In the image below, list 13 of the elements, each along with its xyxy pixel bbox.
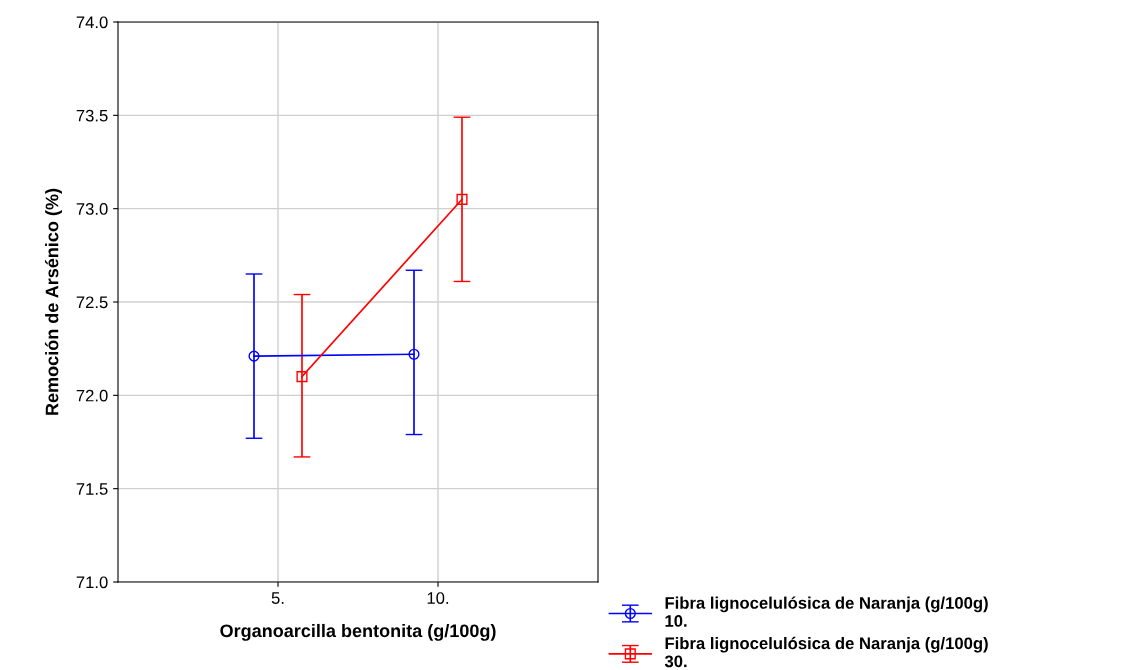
x-tick-label: 5. <box>271 592 284 604</box>
legend-label: Fibra lignocelulósica de Naranja (g/100g) 10. <box>665 596 988 627</box>
y-tick-label: 74.0 <box>76 16 108 29</box>
x-axis-title: Organoarcilla bentonita (g/100g) <box>220 623 496 641</box>
y-axis-title: Remoción de Arsénico (%) <box>44 188 62 415</box>
y-tick-label: 73.0 <box>76 203 108 215</box>
y-tick-label: 72.0 <box>76 389 108 402</box>
y-tick-label: 72.5 <box>76 296 108 309</box>
legend-label: Fibra lignocelulósica de Naranja (g/100g) 30. <box>664 636 988 668</box>
y-tick-label: 71.0 <box>76 576 108 589</box>
x-tick-label: 10. <box>427 592 449 604</box>
y-tick-label: 71.5 <box>76 483 108 495</box>
y-tick-label: 73.5 <box>76 109 108 122</box>
